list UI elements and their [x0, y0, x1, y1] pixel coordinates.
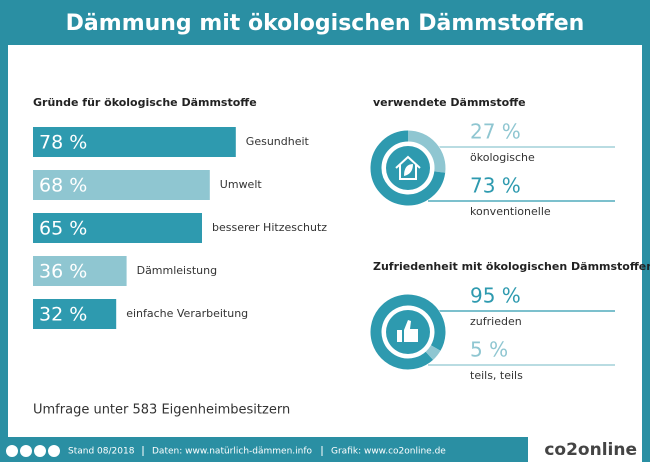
brand: co2online [544, 440, 637, 460]
value-label: 95 % [470, 284, 521, 308]
value-label: 36 % [39, 261, 87, 283]
license-icons [6, 445, 60, 457]
category-label: Dämmleistung [137, 264, 218, 277]
bar [33, 213, 202, 243]
note: Umfrage unter 583 Eigenheimbesitzern [33, 403, 290, 418]
icon [48, 445, 60, 457]
category-label: teils, teils [470, 369, 523, 382]
icon [397, 330, 402, 342]
chart-title: Gründe für ökologische Dämmstoffe [33, 96, 257, 109]
value-label: 27 % [470, 120, 521, 144]
donut-segment [370, 294, 446, 370]
donut-segment [425, 345, 441, 360]
value-label: 68 % [39, 175, 87, 197]
title: Dämmung mit ökologischen Dämmstoffen [66, 11, 585, 36]
category-label: konventionelle [470, 205, 551, 218]
icon [6, 445, 18, 457]
bar [33, 127, 236, 157]
icon [34, 445, 46, 457]
footer-source: Daten: www.natürlich-dämmen.info [152, 447, 313, 457]
category-label: Gesundheit [246, 135, 310, 148]
value-label: 32 % [39, 304, 87, 326]
icon [404, 320, 418, 342]
icon [20, 445, 32, 457]
icon [395, 155, 421, 180]
category-label: Umwelt [220, 178, 263, 191]
footer-graphic: Grafik: www.co2online.de [331, 447, 446, 457]
bar [33, 299, 117, 329]
value-label: 65 % [39, 218, 87, 240]
value-label: 5 % [470, 338, 508, 362]
chart-title: verwendete Dämmstoffe [373, 96, 526, 109]
donut-segment [407, 130, 446, 173]
category-label: zufrieden [470, 315, 522, 328]
category-label: einfache Verarbeitung [126, 307, 248, 320]
icon [404, 164, 413, 176]
category-label: ökologische [470, 151, 535, 164]
bar [33, 256, 127, 286]
value-label: 78 % [39, 132, 87, 154]
footer-date: Stand 08/2018 [68, 447, 135, 457]
donut-segment [370, 130, 446, 206]
brand-box [528, 436, 642, 462]
category-label: besserer Hitzeschutz [212, 221, 327, 234]
chart-title: Zufriedenheit mit ökologischen Dämmstoff… [373, 260, 650, 273]
value-label: 73 % [470, 174, 521, 198]
bar [33, 170, 210, 200]
